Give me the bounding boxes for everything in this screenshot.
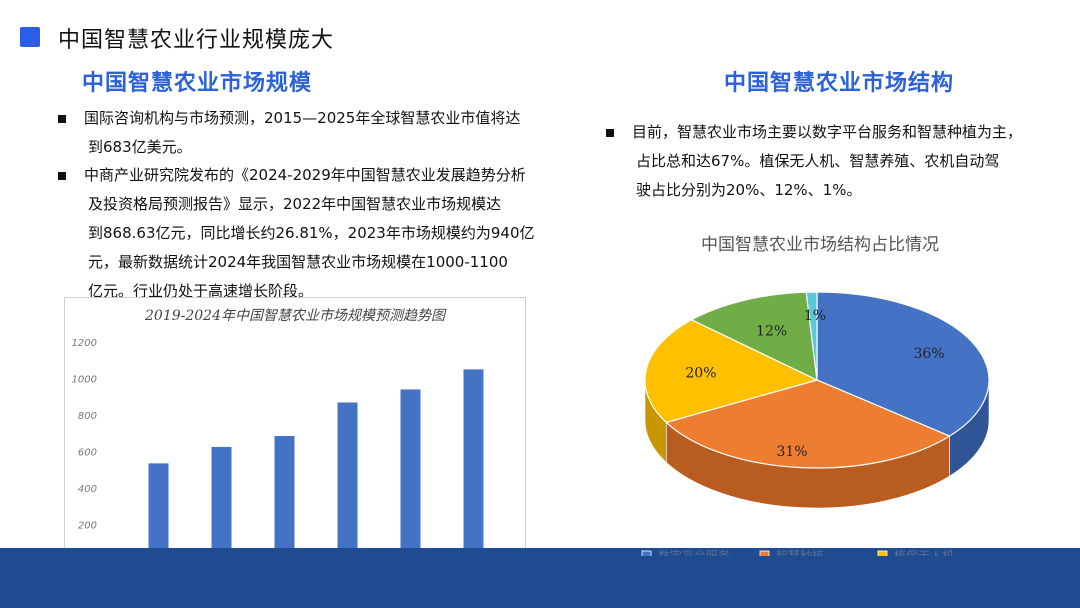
bullet-square-icon (58, 172, 66, 180)
pie-data-label: 1% (804, 308, 826, 324)
bullet-line: 国际咨询机构与市场预测，2015—2025年全球智慧农业市值将达 (84, 109, 521, 127)
bullet-square-icon (58, 115, 66, 123)
legend-swatch-数字平台服务 (641, 550, 652, 561)
y-tick-label: 1000 (72, 375, 97, 386)
bullet-square-icon (606, 129, 614, 137)
bullet-line: 占比总和达67%。植保无人机、智慧养殖、农机自动驾 (636, 152, 1000, 170)
pie-slice-农机自动驾驶 (805, 291, 818, 381)
y-tick-label: 600 (78, 448, 97, 459)
legend-label: 植保无人机 (894, 548, 954, 556)
pie-slice-智慧养殖 (690, 291, 818, 382)
pie-data-label: 20% (685, 366, 716, 382)
market-size-title: 中国智慧农业市场规模 (82, 71, 313, 96)
bullet-line: 驶占比分别为20%、12%、1%。 (636, 181, 862, 199)
bar-2023 (400, 389, 421, 561)
market-structure-title: 中国智慧农业市场结构 (724, 71, 955, 96)
legend-swatch-智慧种植 (759, 550, 770, 561)
bar-2021 (274, 435, 295, 561)
pie-data-label: 12% (756, 324, 787, 340)
y-tick-label: 400 (78, 484, 97, 495)
market-structure-pie-chart: 中国智慧农业市场结构占比情况 36% 31% 20% 12% 1% 数字平台服务 智慧种植 植保… (620, 226, 1020, 583)
bar-2020 (211, 446, 232, 561)
y-tick-label: 1200 (72, 338, 97, 349)
bullet-line: 目前，智慧农业市场主要以数字平台服务和智慧种植为主， (632, 123, 1023, 141)
pie-chart-title: 中国智慧农业市场结构占比情况 (701, 235, 939, 255)
pie-slice-数字平台服务 (816, 291, 990, 437)
bullet-line: 及投资格局预测报告》显示，2022年中国智慧农业市场规模达 (88, 195, 502, 213)
pie-slice-植保无人机 (644, 319, 819, 424)
y-tick-label: 200 (78, 521, 97, 532)
bullet-china-market: 中商产业研究院发布的《2024-2029年中国智慧农业发展趋势分析 及投资格局预… (58, 161, 554, 306)
bar-2024 (463, 369, 484, 561)
y-tick-label: 800 (78, 411, 97, 422)
bullet-line: 亿元。行业仍处于高速增长阶段。 (88, 282, 314, 300)
pie-data-label: 36% (913, 346, 944, 362)
bar-2022 (337, 402, 358, 561)
bullet-global-forecast: 国际咨询机构与市场预测，2015—2025年全球智慧农业市值将达 到683亿美元… (58, 104, 554, 162)
legend-label: 智慧种植 (776, 548, 824, 556)
pie-chart-svg: 中国智慧农业市场结构占比情况 36% 31% 20% 12% 1% 数字平台服务 智慧种植 植保… (641, 235, 990, 583)
bullet-line: 元，最新数据统计2024年我国智慧农业市场规模在1000-1100 (88, 253, 508, 271)
legend-label: 数字平台服务 (658, 548, 730, 556)
bullet-line: 中商产业研究院发布的《2024-2029年中国智慧农业发展趋势分析 (84, 166, 526, 184)
pie-data-label: 31% (776, 444, 807, 460)
pie-slice-智慧种植 (665, 379, 951, 469)
bottom-band (0, 548, 1080, 608)
header-square-icon (20, 27, 40, 47)
page-title: 中国智慧农业行业规模庞大 (58, 28, 335, 53)
bar-chart-title: 2019-2024年中国智慧农业市场规模预测趋势图 (144, 308, 447, 324)
legend-swatch-植保无人机 (877, 550, 888, 561)
bullet-market-structure: 目前，智慧农业市场主要以数字平台服务和智慧种植为主， 占比总和达67%。植保无人… (606, 118, 1052, 205)
bullet-line: 到683亿美元。 (88, 138, 192, 156)
bar-2019 (148, 463, 169, 561)
bullet-line: 到868.63亿元，同比增长约26.81%，2023年市场规模约为940亿 (88, 224, 535, 242)
